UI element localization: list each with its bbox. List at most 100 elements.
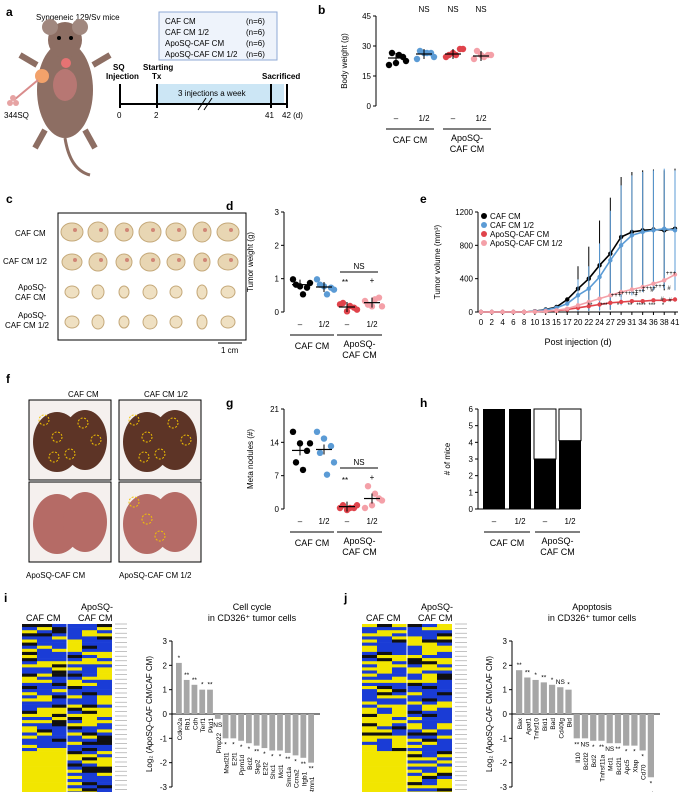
data-point xyxy=(500,309,505,315)
nodule-marker xyxy=(141,431,153,443)
stat-label: # xyxy=(668,298,672,304)
heatmap-cell xyxy=(97,763,112,767)
heatmap-cell xyxy=(437,627,452,631)
heatmap-cell xyxy=(37,627,52,631)
heatmap-cell xyxy=(67,664,82,668)
heatmap-cell xyxy=(67,748,82,752)
heatmap-cell xyxy=(407,636,422,640)
heatmap-cell xyxy=(97,713,112,718)
heatmap-cell xyxy=(52,707,67,712)
heatmap-cell xyxy=(52,633,67,637)
data-point xyxy=(361,504,369,512)
data-point xyxy=(597,296,602,301)
y-tick-label: 3 xyxy=(275,208,280,217)
lung-label: CAF CM 1/2 xyxy=(144,390,189,399)
bar xyxy=(573,714,580,739)
heatmap-cell xyxy=(82,732,97,736)
data-point xyxy=(618,299,624,305)
heatmap-cell xyxy=(377,636,392,640)
heatmap-cell xyxy=(22,673,37,677)
y-tick-label: 1200 xyxy=(455,208,473,217)
heatmap-cell xyxy=(422,782,437,786)
data-point xyxy=(489,309,494,315)
bar xyxy=(631,714,638,746)
heatmap-cell xyxy=(52,785,67,789)
bar-without-nodules xyxy=(533,408,557,460)
y-tick-label: 7 xyxy=(275,472,280,481)
x-tick-label: 1/2 xyxy=(475,114,487,123)
gene-label: Rb1 xyxy=(185,718,192,730)
heatmap-cell xyxy=(22,670,37,674)
data-point xyxy=(452,51,460,59)
bar xyxy=(230,714,237,739)
y-tick-label: 0 xyxy=(163,710,168,719)
heatmap-cell xyxy=(97,738,112,743)
group-label: CAF CM xyxy=(450,144,485,154)
heatmap-cell xyxy=(362,701,377,705)
heatmap-cell xyxy=(82,627,97,631)
timeline-tick-label: 0 xyxy=(117,111,122,120)
y-tick-label: 1 xyxy=(163,686,168,695)
panel-b: b 0 15 30 45 Body weight (g) NS NS NS – 1/2 – 1/2 CAF… xyxy=(318,3,495,154)
gene-label: Skp2 xyxy=(255,759,262,774)
tumor-spot xyxy=(229,228,233,232)
heatmap-cell xyxy=(37,630,52,634)
heatmap-cell xyxy=(52,673,67,677)
heatmap-cell xyxy=(22,754,37,758)
heatmap-cell xyxy=(422,630,437,634)
heatmap-cell xyxy=(22,744,37,749)
heatmap-cell xyxy=(362,772,377,777)
heatmap-cell xyxy=(82,720,97,724)
heatmap-cell xyxy=(407,710,422,715)
group-label: CAF CM xyxy=(295,538,330,548)
tumor xyxy=(88,252,108,272)
heatmap-cell xyxy=(362,782,377,786)
data-point xyxy=(353,306,361,313)
tumor xyxy=(118,285,130,299)
heatmap-cell xyxy=(37,738,52,743)
heatmap-cell xyxy=(82,763,97,767)
heatmap-cell xyxy=(22,664,37,668)
panel-letter: g xyxy=(226,396,233,410)
data-point xyxy=(565,297,570,302)
heatmap-cell xyxy=(52,760,67,764)
legend-label: ApoSQ-CAF CM 1/2 xyxy=(490,239,563,248)
heatmap-cell xyxy=(422,664,437,668)
heatmap-cell xyxy=(392,698,407,702)
heatmap-cell xyxy=(22,713,37,718)
x-tick-label: 1/2 xyxy=(564,517,576,526)
heatmap-cell xyxy=(392,692,407,696)
x-tick-label: 38 xyxy=(660,318,669,327)
heatmap-cell xyxy=(407,757,422,761)
data-point xyxy=(575,293,581,298)
heatmap-cell xyxy=(407,642,422,646)
panel-c: c CAF CM CAF CM 1/2 ApoSQ- CAF CM ApoSQ-… xyxy=(3,192,247,355)
tumor xyxy=(114,222,134,242)
tumor xyxy=(196,284,208,300)
heatmap-cell xyxy=(392,772,407,777)
tumor xyxy=(220,315,236,329)
heatmap-cell xyxy=(437,710,452,715)
heatmap-cell xyxy=(422,633,437,637)
heatmap-cell xyxy=(422,686,437,690)
bar-stat-label: * xyxy=(641,754,644,761)
gene-label: Bcl2 xyxy=(591,754,598,767)
y-tick-label: 2 xyxy=(275,241,280,250)
heatmap-cell xyxy=(422,717,437,721)
heatmap-cell xyxy=(392,645,407,650)
heatmap-cell xyxy=(362,642,377,646)
stat-label: ** xyxy=(588,303,593,309)
heatmap-cell xyxy=(437,695,452,699)
heatmap-cell xyxy=(392,624,407,628)
heatmap-cell xyxy=(392,732,407,736)
heatmap-cell xyxy=(422,729,437,733)
heatmap-cell xyxy=(437,785,452,789)
heatmap-cell xyxy=(52,713,67,718)
bar xyxy=(516,670,523,714)
heatmap-cell xyxy=(362,673,377,677)
heatmap-cell xyxy=(82,738,97,743)
stat-label: # xyxy=(660,297,664,303)
heatmap-cell xyxy=(407,723,422,727)
heatmap-cell xyxy=(437,651,452,656)
